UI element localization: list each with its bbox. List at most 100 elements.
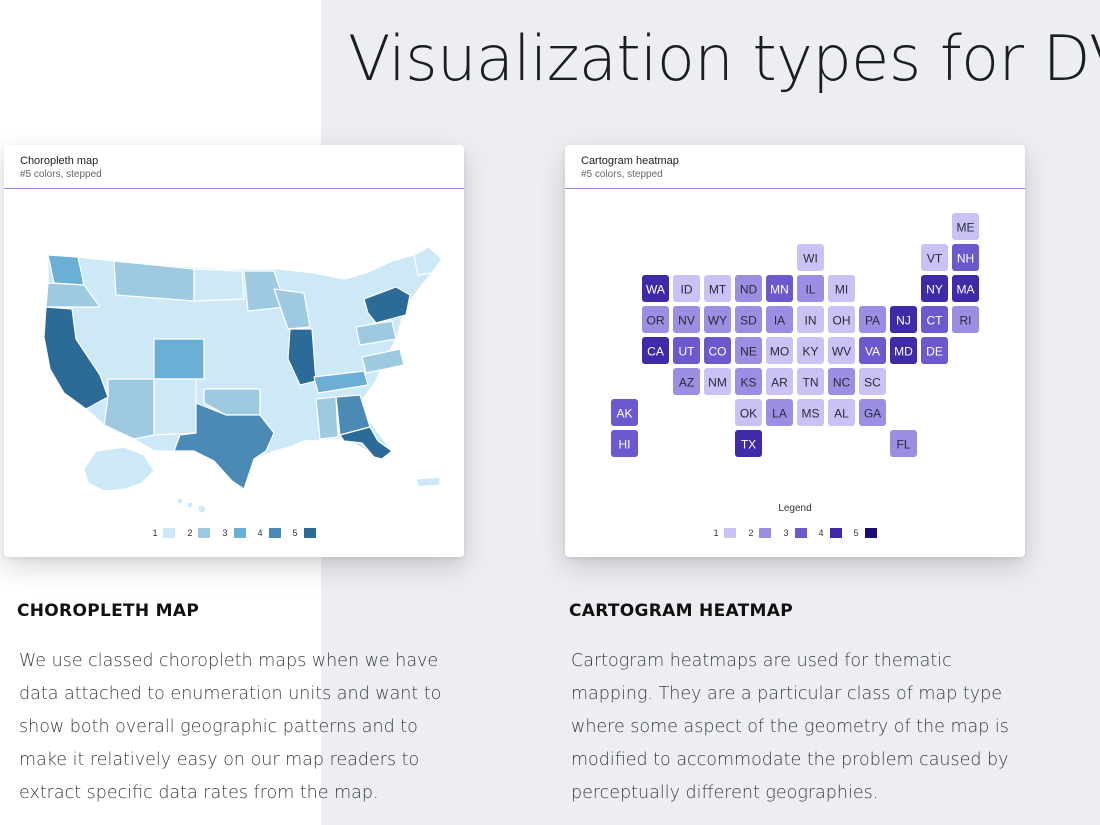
tile-label: NM (708, 376, 727, 390)
tile-ma: MA (952, 275, 979, 302)
tile-ne: NE (735, 337, 762, 364)
tile-mt: MT (704, 275, 731, 302)
tile-label: IA (774, 314, 785, 328)
region-pr (415, 476, 441, 488)
region-or (45, 282, 101, 308)
tile-rect (797, 337, 824, 364)
tile-rect (704, 275, 731, 302)
tile-label: KS (740, 376, 756, 390)
region-ky (313, 370, 369, 394)
tile-label: WY (708, 314, 727, 328)
tile-mi: MI (828, 275, 855, 302)
tile-de: DE (921, 337, 948, 364)
tile-rect (921, 306, 948, 333)
tile-rect (766, 306, 793, 333)
tile-label: UT (679, 345, 696, 359)
tile-mn: MN (766, 275, 793, 302)
tile-rect (952, 306, 979, 333)
tile-label: AR (771, 376, 788, 390)
tile-ms: MS (797, 399, 824, 426)
tile-wa: WA (642, 275, 669, 302)
tile-nv: NV (673, 306, 700, 333)
tile-id: ID (673, 275, 700, 302)
region-fl (339, 426, 393, 460)
tile-label: TN (803, 376, 819, 390)
tile-nm: NM (704, 368, 731, 395)
tile-ri: RI (952, 306, 979, 333)
tile-md: MD (890, 337, 917, 364)
tile-in: IN (797, 306, 824, 333)
choropleth-legend-item: 2 (187, 528, 211, 538)
tile-rect (952, 275, 979, 302)
tile-ar: AR (766, 368, 793, 395)
tile-ga: GA (859, 399, 886, 426)
cartogram-legend: 1 2 3 4 5 (565, 528, 1025, 538)
tile-rect (673, 275, 700, 302)
tile-label: WA (646, 283, 665, 297)
tile-rect (952, 213, 979, 240)
choropleth-legend-swatch (268, 528, 281, 538)
tile-rect (921, 244, 948, 271)
tile-ok: OK (735, 399, 762, 426)
region-nd (193, 268, 245, 302)
tile-label: MD (894, 345, 913, 359)
region-nm (153, 378, 197, 436)
tile-ks: KS (735, 368, 762, 395)
tile-label: CA (647, 345, 664, 359)
tile-label: DE (926, 345, 943, 359)
cartogram-heading: CARTOGRAM HEATMAP (569, 601, 793, 621)
tile-rect (735, 337, 762, 364)
tile-rect (673, 306, 700, 333)
cartogram-legend-label: 3 (783, 528, 789, 538)
tile-rect (859, 399, 886, 426)
cartogram-legend-item: 1 (713, 528, 737, 538)
tile-fl: FL (890, 430, 917, 457)
cartogram-legend-swatch (794, 528, 807, 538)
choropleth-legend: 1 2 3 4 5 (4, 528, 464, 538)
tile-label: NJ (896, 314, 911, 328)
tile-vt: VT (921, 244, 948, 271)
tile-oh: OH (828, 306, 855, 333)
tile-wv: WV (828, 337, 855, 364)
region-wa (47, 254, 85, 286)
tile-label: AK (616, 407, 632, 421)
tile-label: WV (832, 345, 851, 359)
region-ny (363, 286, 411, 324)
cartogram-card-title: Cartogram heatmap (581, 155, 679, 167)
tile-label: MI (835, 283, 848, 297)
tile-label: ME (957, 221, 975, 235)
tile-label: RI (960, 314, 972, 328)
tile-tn: TN (797, 368, 824, 395)
tile-rect (642, 337, 669, 364)
choropleth-card: Choropleth map #5 colors, stepped (4, 145, 464, 557)
tile-label: TX (741, 438, 756, 452)
tile-label: OK (740, 407, 757, 421)
tile-rect (611, 399, 638, 426)
tile-la: LA (766, 399, 793, 426)
tile-label: SD (740, 314, 757, 328)
region-me (413, 246, 443, 276)
tile-wy: WY (704, 306, 731, 333)
choropleth-legend-item: 3 (222, 528, 246, 538)
tile-label: OH (833, 314, 851, 328)
choropleth-card-header: Choropleth map #5 colors, stepped (4, 145, 464, 189)
tile-sd: SD (735, 306, 762, 333)
tile-rect (673, 337, 700, 364)
cartogram-legend-label: 5 (853, 528, 859, 538)
tile-label: AZ (679, 376, 694, 390)
tile-ak: AK (611, 399, 638, 426)
tile-me: ME (952, 213, 979, 240)
region-ak (83, 446, 155, 492)
cartogram-legend-swatch (759, 528, 772, 538)
tile-label: MN (770, 283, 789, 297)
tile-rect (704, 337, 731, 364)
tile-rect (828, 399, 855, 426)
region-wi (273, 288, 311, 330)
tile-label: WI (803, 252, 818, 266)
tile-rect (704, 306, 731, 333)
cartogram-legend-item: 3 (783, 528, 807, 538)
tile-rect (735, 306, 762, 333)
tile-label: MA (957, 283, 975, 297)
tile-rect (952, 244, 979, 271)
tile-label: IN (805, 314, 817, 328)
